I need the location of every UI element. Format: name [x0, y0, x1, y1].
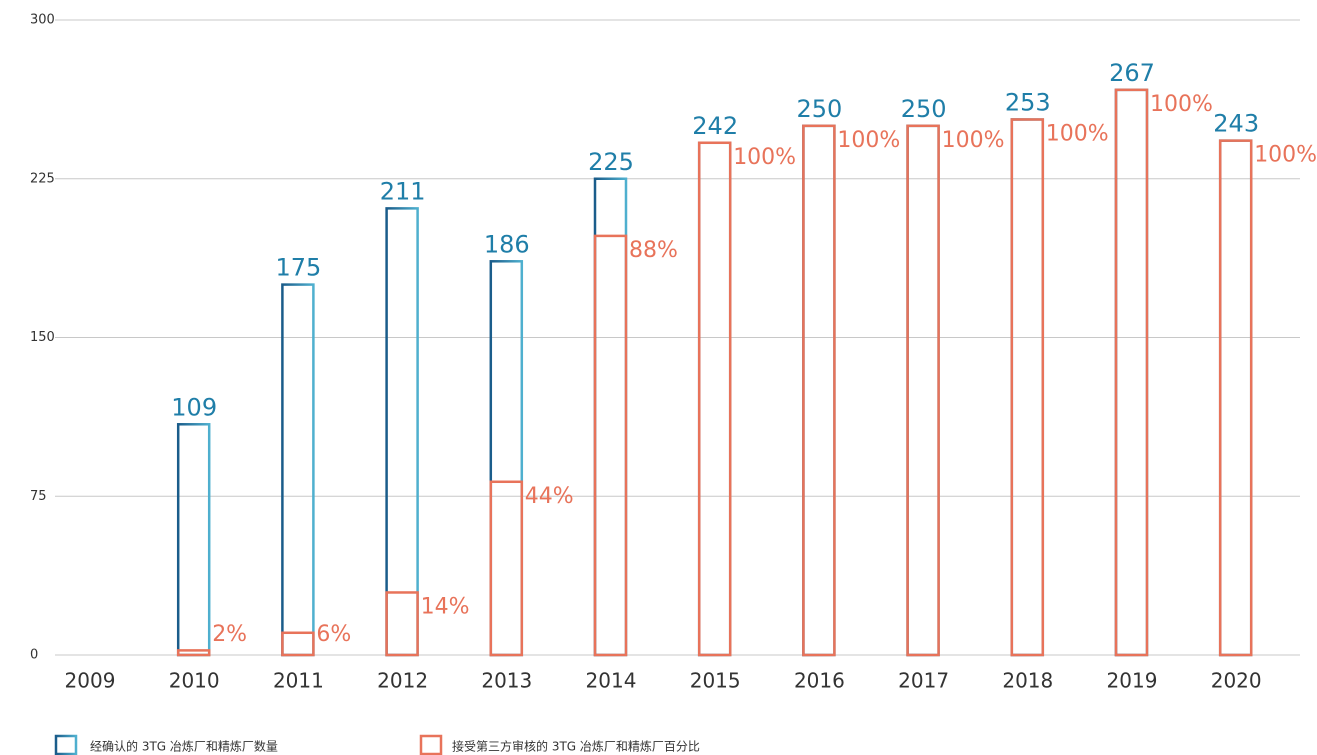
percent-label: 100%	[1254, 143, 1317, 168]
percent-bar	[1010, 118, 1045, 657]
count-bar	[593, 177, 628, 657]
count-label: 242	[692, 112, 738, 140]
count-label: 211	[380, 177, 426, 205]
legend-label: 经确认的 3TG 冶炼厂和精炼厂数量	[90, 739, 278, 754]
percent-bar	[176, 649, 211, 657]
count-label: 243	[1213, 110, 1259, 138]
count-bar	[802, 124, 836, 657]
percent-label: 100%	[733, 145, 796, 170]
x-tick-label: 2020	[1211, 669, 1262, 693]
count-label: 109	[171, 393, 217, 421]
legend-swatch	[54, 734, 78, 755]
count-bar	[1114, 88, 1149, 657]
percent-bar	[802, 124, 836, 657]
count-label: 267	[1109, 59, 1155, 87]
percent-label: 88%	[629, 238, 678, 263]
percent-label: 100%	[837, 128, 900, 153]
count-bar	[281, 283, 315, 657]
count-bar	[489, 260, 524, 657]
y-tick-label: 0	[30, 648, 38, 663]
x-tick-label: 2015	[690, 669, 741, 693]
percent-label: 100%	[1150, 92, 1213, 117]
x-tick-label: 2017	[898, 669, 949, 693]
legend-swatch	[419, 734, 443, 755]
percent-label: 100%	[942, 128, 1005, 153]
x-tick-label: 2018	[1002, 669, 1053, 693]
count-label: 250	[796, 95, 842, 123]
percent-label: 6%	[316, 622, 351, 647]
x-tick-label: 2013	[481, 669, 532, 693]
y-tick-label: 225	[30, 171, 55, 186]
legend-label: 接受第三方审核的 3TG 冶炼厂和精炼厂百分比	[452, 739, 700, 754]
percent-bar	[697, 141, 732, 657]
count-label: 175	[275, 254, 321, 282]
x-tick-label: 2016	[794, 669, 845, 693]
percent-bar	[593, 234, 628, 657]
percent-bar	[1218, 139, 1253, 657]
count-label: 250	[901, 95, 947, 123]
percent-bar	[281, 631, 315, 657]
count-bar	[1010, 118, 1045, 657]
y-tick-label: 300	[30, 13, 55, 28]
x-tick-label: 2009	[65, 669, 116, 693]
percent-bar	[385, 591, 419, 657]
percent-bar	[906, 124, 940, 657]
count-bar	[1218, 139, 1253, 657]
x-tick-label: 2010	[169, 669, 220, 693]
count-bar	[385, 207, 419, 657]
count-bar	[906, 124, 940, 657]
count-bar	[697, 141, 732, 657]
y-tick-label: 150	[30, 330, 55, 345]
percent-bar	[489, 480, 524, 657]
percent-bar	[1114, 88, 1149, 657]
percent-label: 44%	[525, 484, 574, 509]
count-label: 253	[1005, 88, 1051, 116]
percent-label: 100%	[1046, 121, 1109, 146]
count-bar	[176, 423, 211, 657]
y-tick-label: 75	[30, 489, 47, 504]
x-tick-label: 2019	[1107, 669, 1158, 693]
x-tick-label: 2014	[586, 669, 637, 693]
count-label: 225	[588, 148, 634, 176]
x-tick-label: 2012	[377, 669, 428, 693]
count-label: 186	[484, 230, 530, 258]
percent-label: 14%	[421, 594, 470, 619]
percent-label: 2%	[212, 622, 247, 647]
x-tick-label: 2011	[273, 669, 324, 693]
